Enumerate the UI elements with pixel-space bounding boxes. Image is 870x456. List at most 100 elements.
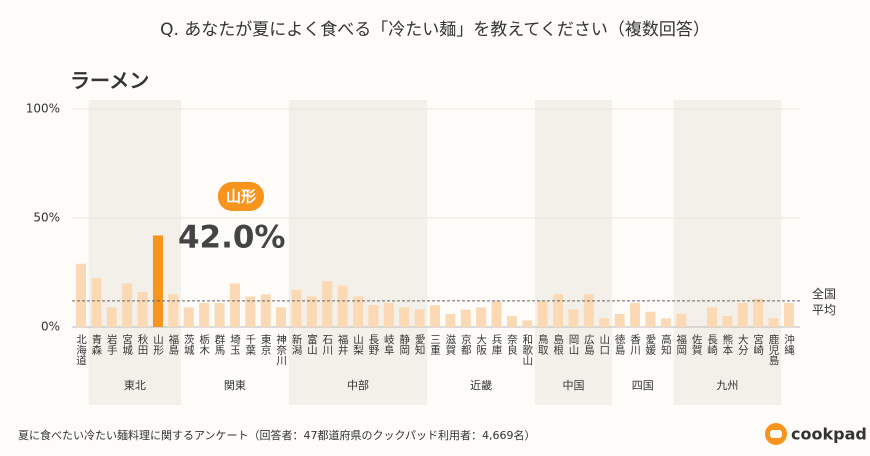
y-tick-label: 50% (33, 211, 60, 225)
x-tick-label: 石川 (321, 334, 333, 355)
chart-title: Q. あなたが夏によく食べる「冷たい麺」を教えてください（複数回答） (160, 20, 710, 40)
bar (199, 303, 210, 327)
x-tick-label: 徳島 (614, 333, 626, 356)
bar (383, 303, 394, 327)
x-tick-label: 長崎 (706, 334, 718, 355)
bar (322, 281, 333, 327)
region-band (288, 100, 428, 405)
callout-label: 山形 (226, 188, 256, 206)
bands (88, 100, 782, 405)
chart-subtitle: ラーメン (70, 69, 149, 93)
logo: cookpad (765, 423, 867, 445)
callout-bubble (217, 182, 264, 211)
bar (183, 307, 194, 327)
x-tick-label: 青森 (90, 333, 102, 356)
region-label: 四国 (632, 379, 654, 392)
bar (399, 307, 410, 327)
x-tick-label: 山形 (152, 334, 164, 356)
bar (122, 283, 133, 327)
region-label: 東北 (124, 379, 146, 392)
x-tick-label: 大分 (737, 333, 749, 356)
bar (106, 307, 117, 327)
region-band (535, 100, 612, 405)
x-tick-label: 香川 (629, 334, 641, 355)
footnote: 夏に食べたい冷たい麺料理に関するアンケート（回答者：47都道府県のクックパッド利… (18, 428, 536, 442)
bar (583, 294, 594, 327)
region-label: 関東 (224, 379, 246, 392)
bar (429, 305, 440, 327)
x-tick-label: 京都 (460, 333, 472, 356)
x-tick-label: 熊本 (721, 333, 733, 356)
bar (337, 285, 348, 327)
x-tick-label: 佐賀 (691, 333, 703, 356)
bar (506, 316, 517, 327)
x-tick-label: 富山 (306, 333, 318, 355)
bar (306, 296, 317, 327)
x-tick-label: 栃木 (198, 333, 210, 356)
bar (645, 311, 656, 327)
x-tick-label: 大阪 (475, 333, 487, 356)
bar (168, 294, 179, 327)
region-label: 中部 (347, 378, 369, 392)
x-tick-label: 三重 (429, 334, 441, 355)
bar (353, 296, 364, 327)
bar (245, 296, 256, 327)
bar (660, 318, 671, 327)
bar (76, 263, 86, 327)
x-tick-label: 愛知 (414, 333, 426, 355)
x-tick-label: 愛媛 (644, 333, 656, 356)
x-tick-label: 広島 (583, 333, 595, 356)
bar (91, 277, 102, 327)
bar (414, 309, 425, 327)
bar (676, 313, 687, 327)
x-tick-label: 福岡 (675, 333, 687, 356)
bar (768, 318, 779, 327)
x-tick-label: 鳥取 (537, 333, 549, 356)
bar (291, 289, 302, 327)
bar (460, 309, 471, 327)
region-label: 近畿 (470, 378, 492, 392)
x-tick-label: 奈良 (506, 333, 518, 356)
bar (783, 303, 794, 327)
logo-text: cookpad (791, 425, 867, 444)
average-label: 全国平均 (812, 287, 837, 317)
region-band (673, 100, 782, 405)
region-label: 中国 (562, 379, 584, 392)
bar (476, 307, 487, 327)
x-tick-label: 鹿児島 (768, 333, 780, 366)
x-tick-label: 和歌山 (521, 334, 533, 366)
value-label: 42.0% (178, 220, 286, 256)
bar (537, 300, 548, 327)
bar (152, 235, 163, 327)
x-tick-label: 神奈川 (275, 333, 287, 365)
x-tick-label: 埼玉 (229, 333, 241, 355)
bar (553, 294, 564, 327)
x-tick-label: 宮城 (121, 333, 133, 356)
x-tick-label: 秋田 (137, 333, 149, 355)
bar (445, 313, 456, 327)
bar (260, 294, 271, 327)
x-tick-label: 長野 (367, 334, 379, 355)
bar (368, 305, 379, 327)
x-tick-label: 福島 (167, 333, 179, 356)
x-tick-label: 岐阜 (383, 333, 395, 356)
bar (229, 283, 240, 327)
x-tick-label: 茨城 (183, 333, 195, 356)
bar (568, 309, 579, 327)
x-tick-label: 兵庫 (491, 333, 503, 356)
region-label: 九州 (716, 379, 738, 392)
x-tick-label: 滋賀 (444, 333, 456, 356)
bar (491, 300, 502, 327)
bar (630, 303, 641, 327)
bar (614, 313, 625, 327)
bar (706, 307, 717, 327)
x-tick-label: 新潟 (290, 333, 302, 356)
x-tick-label: 福井 (337, 333, 349, 356)
bar (737, 303, 748, 327)
x-tick-label: 北海道 (75, 334, 87, 366)
x-tick-label: 東京 (260, 333, 272, 356)
x-tick-label: 山梨 (352, 334, 364, 356)
bar (722, 316, 733, 327)
